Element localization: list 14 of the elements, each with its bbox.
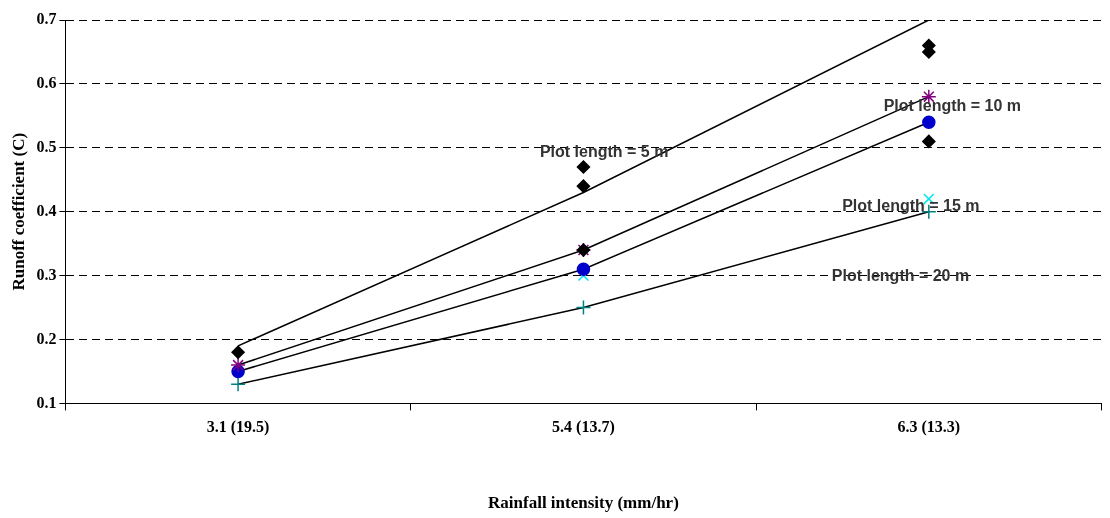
x-tick-label: 5.4 (13.7) (552, 418, 615, 437)
y-tick-label: 0.6 (36, 74, 57, 92)
x-tick-label: 6.3 (13.3) (897, 418, 961, 437)
y-axis-title: Runoff coefficient (C) (8, 132, 28, 291)
y-tick-label: 0.2 (36, 329, 57, 347)
y-tick-label: 0.7 (36, 10, 57, 28)
y-tick-label: 0.3 (36, 265, 57, 283)
y-tick-label: 0.4 (36, 201, 57, 219)
y-tick-label: 0.5 (36, 137, 57, 155)
x-axis-title: Rainfall intensity (mm/hr) (488, 493, 679, 513)
annotation: Plot length = 15 m (842, 197, 980, 215)
annotation: Plot length = 10 m (883, 96, 1021, 114)
x-tick-label: 3.1 (19.5) (206, 418, 270, 437)
y-tick-label: 0.1 (36, 393, 57, 411)
